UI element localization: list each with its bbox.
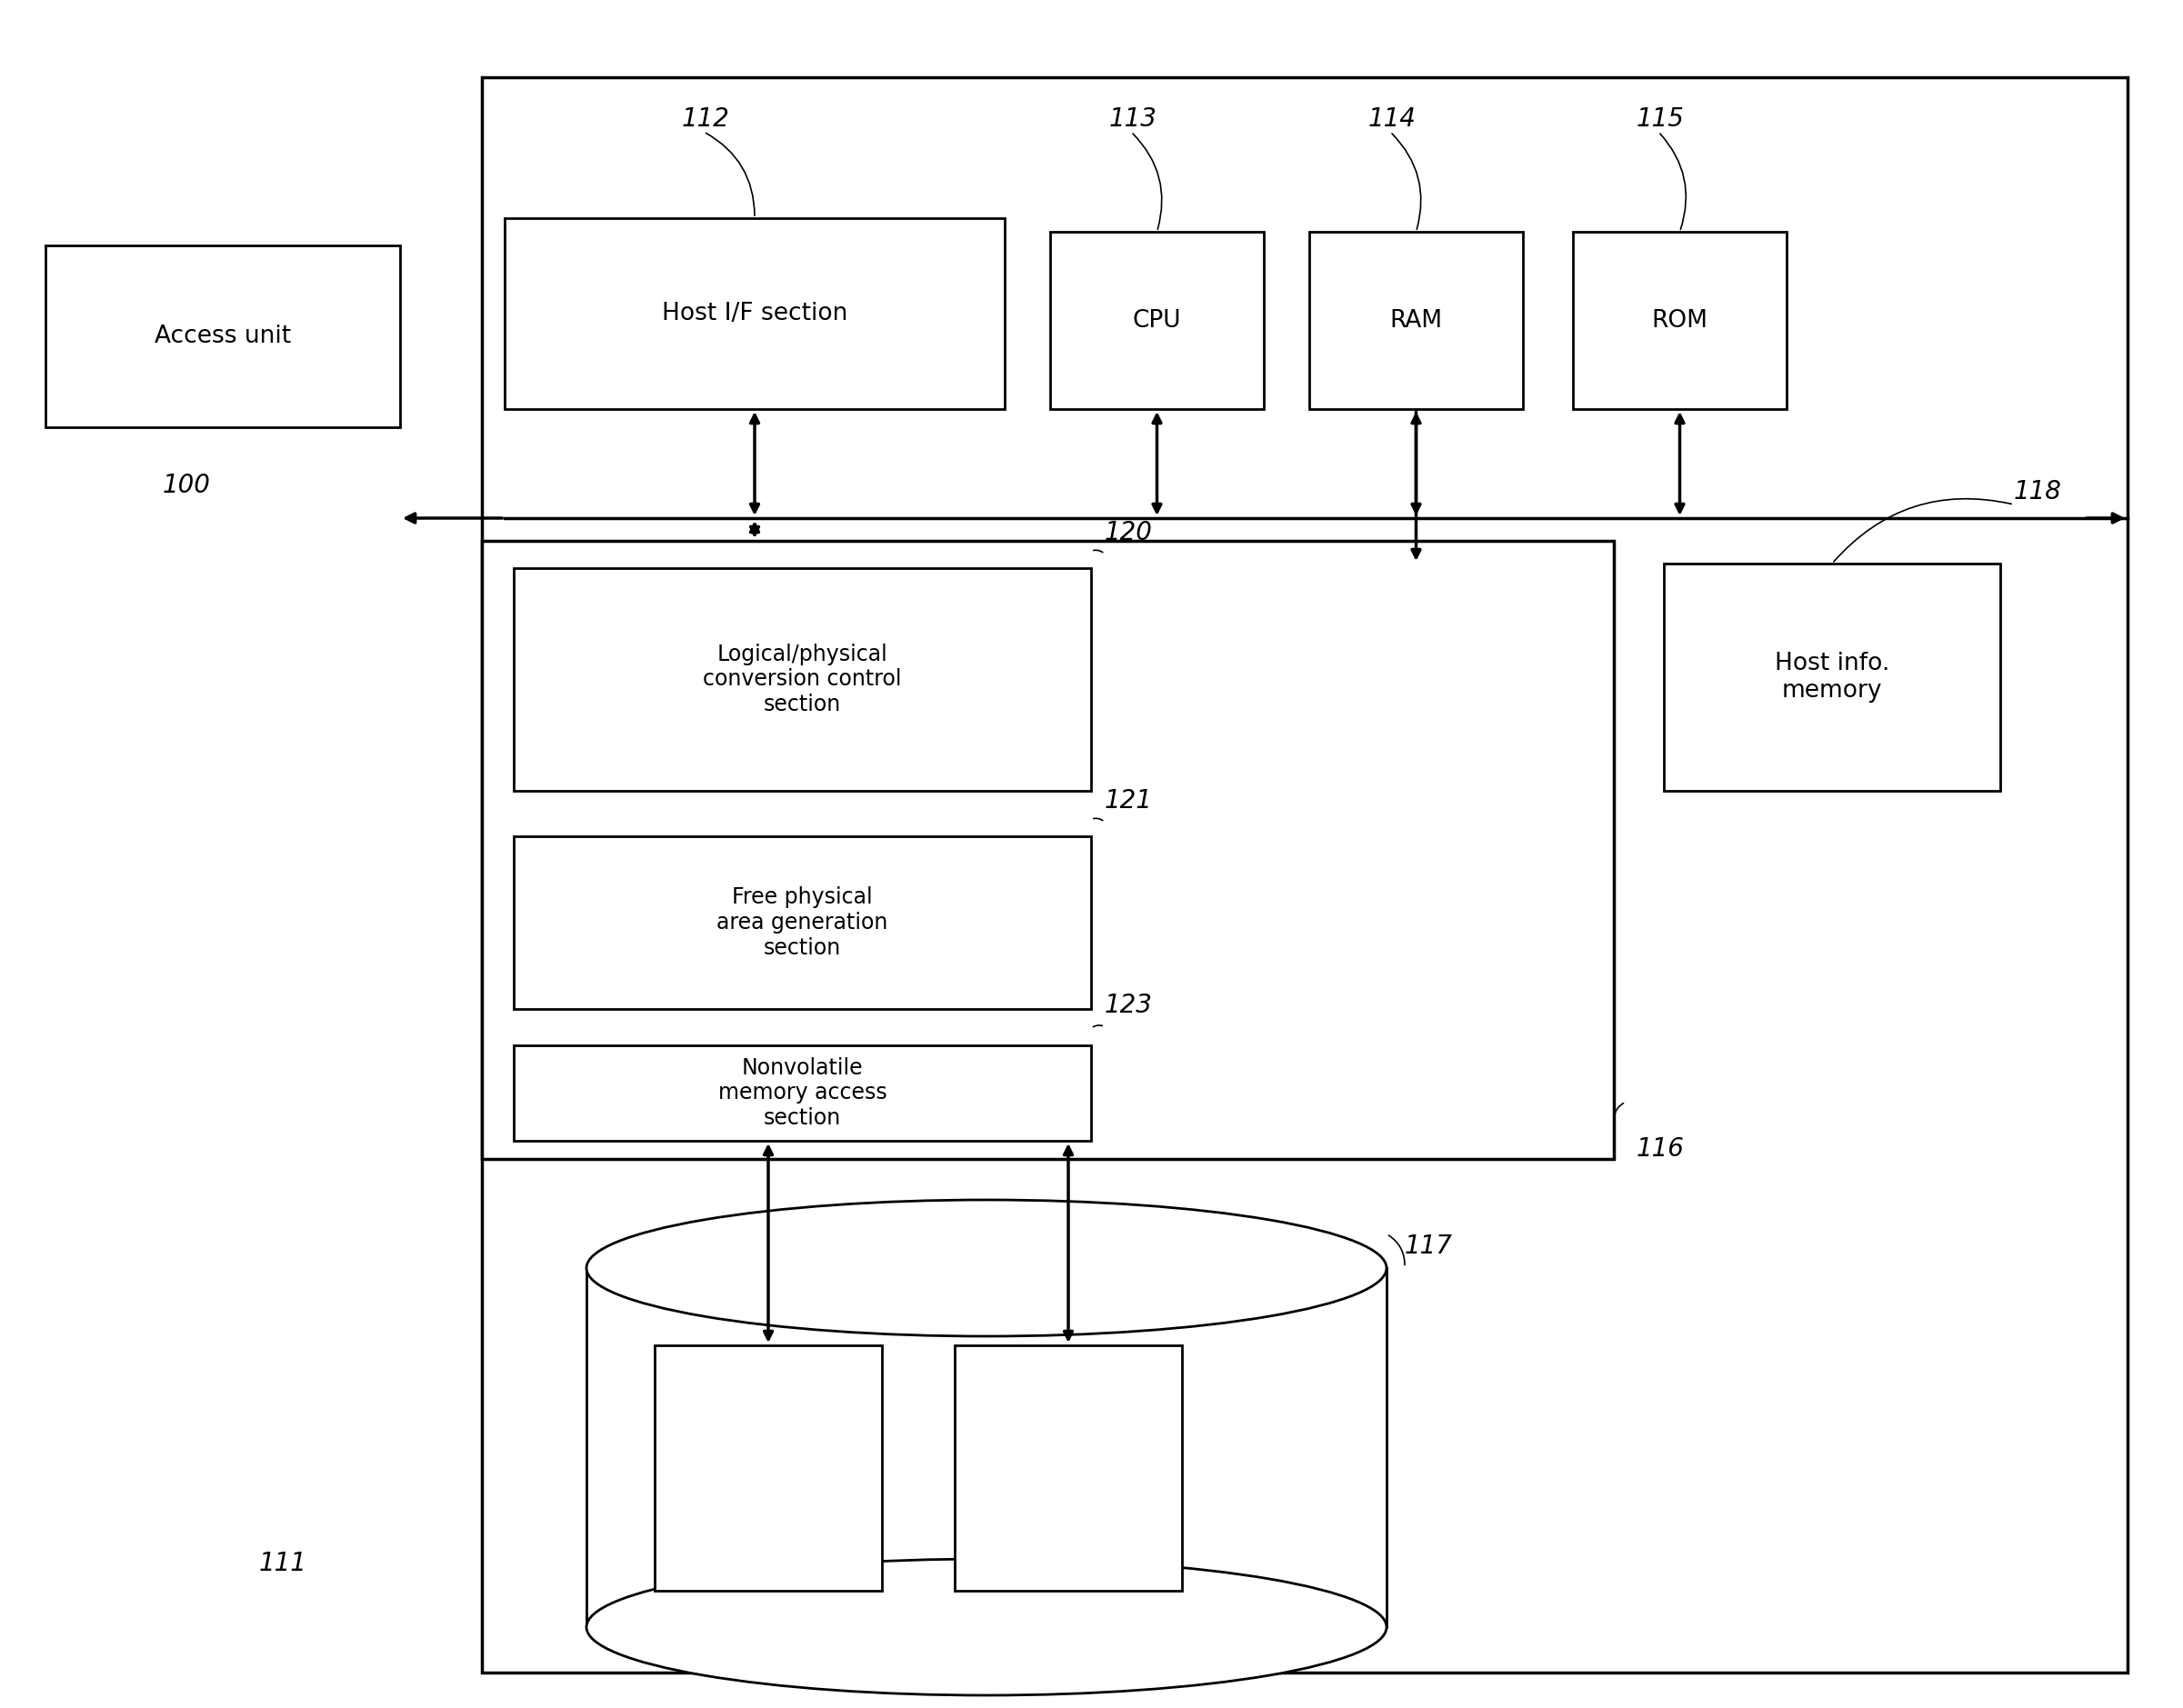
FancyBboxPatch shape: [954, 1346, 1181, 1590]
Text: Memory
chip A: Memory chip A: [725, 1445, 812, 1491]
Text: Host info.
memory: Host info. memory: [1775, 652, 1890, 702]
FancyBboxPatch shape: [482, 541, 1613, 1160]
Text: Free physical
area generation
section: Free physical area generation section: [716, 886, 888, 958]
Ellipse shape: [587, 1559, 1386, 1696]
Text: 115: 115: [1637, 106, 1685, 132]
Text: 100: 100: [162, 473, 210, 499]
Text: Nonvolatile
memory access
section: Nonvolatile memory access section: [718, 1057, 886, 1129]
FancyBboxPatch shape: [1050, 232, 1264, 408]
Text: 121: 121: [1105, 787, 1153, 813]
FancyBboxPatch shape: [513, 1045, 1092, 1141]
Text: Host I/F section: Host I/F section: [661, 302, 847, 326]
Text: 118: 118: [2015, 478, 2063, 504]
Text: 111: 111: [260, 1551, 308, 1576]
Text: Logical/physical
conversion control
section: Logical/physical conversion control sect…: [703, 644, 902, 716]
Text: 116: 116: [1637, 1136, 1685, 1161]
Text: 117: 117: [1404, 1233, 1454, 1259]
FancyBboxPatch shape: [587, 1267, 1386, 1628]
Text: 123: 123: [1105, 992, 1153, 1018]
Text: 114: 114: [1369, 106, 1417, 132]
FancyBboxPatch shape: [1574, 232, 1786, 408]
Text: Memory
chip B: Memory chip B: [1024, 1445, 1111, 1491]
FancyBboxPatch shape: [482, 77, 2128, 1672]
Text: 113: 113: [1109, 106, 1157, 132]
FancyBboxPatch shape: [513, 837, 1092, 1009]
Text: 112: 112: [681, 106, 729, 132]
FancyBboxPatch shape: [1663, 564, 2000, 791]
Text: 120: 120: [1105, 519, 1153, 545]
FancyBboxPatch shape: [655, 1346, 882, 1590]
FancyBboxPatch shape: [504, 219, 1004, 408]
Text: ROM: ROM: [1653, 309, 1707, 333]
Text: CPU: CPU: [1133, 309, 1181, 333]
FancyBboxPatch shape: [46, 246, 399, 427]
FancyBboxPatch shape: [1310, 232, 1524, 408]
Text: Access unit: Access unit: [155, 325, 290, 348]
Ellipse shape: [587, 1201, 1386, 1336]
Text: RAM: RAM: [1391, 309, 1443, 333]
FancyBboxPatch shape: [513, 569, 1092, 791]
